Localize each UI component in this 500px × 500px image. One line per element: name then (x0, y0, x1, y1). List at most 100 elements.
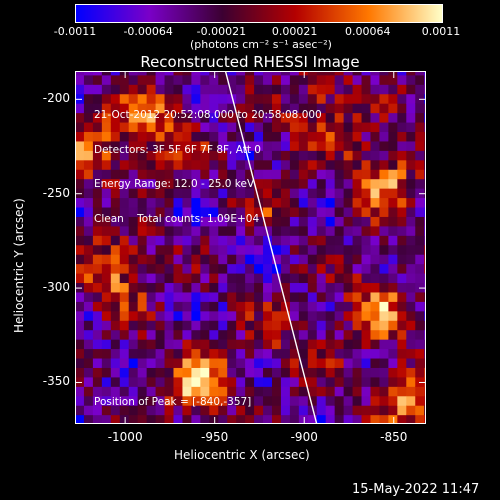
heatmap-cell (406, 414, 416, 424)
heatmap-cell (379, 84, 389, 95)
heatmap-cell (325, 188, 336, 199)
heatmap-cell (298, 301, 309, 312)
heatmap-cell (182, 235, 192, 246)
heatmap-cell (182, 339, 192, 350)
heatmap-cell (182, 178, 192, 189)
heatmap-cell (173, 272, 184, 284)
heatmap-cell (146, 150, 157, 161)
heatmap-cell (146, 357, 157, 368)
heatmap-cell (182, 71, 192, 76)
heatmap-cell (298, 121, 309, 133)
heatmap-cell (379, 339, 389, 350)
heatmap-cell (119, 272, 130, 284)
heatmap-cell (352, 244, 363, 255)
heatmap-cell (128, 140, 139, 151)
heatmap-cell (298, 395, 309, 406)
heatmap-cell (164, 71, 175, 76)
heatmap-cell (361, 386, 372, 397)
heatmap-cell (271, 178, 282, 189)
heatmap-cell (343, 197, 354, 208)
heatmap-cell (218, 131, 228, 142)
heatmap-cell (280, 131, 291, 142)
heatmap-cell (397, 386, 407, 397)
heatmap-cell (137, 310, 148, 321)
heatmap-cell (245, 178, 255, 189)
heatmap-cell (415, 291, 425, 302)
heatmap-cell (137, 225, 148, 236)
heatmap-cell (271, 339, 282, 350)
heatmap-cell (397, 339, 407, 350)
heatmap-cell (75, 84, 85, 95)
heatmap-cell (280, 121, 291, 133)
heatmap-cell (146, 121, 157, 133)
heatmap-cell (83, 74, 94, 85)
heatmap-cell (406, 150, 416, 161)
heatmap-cell (137, 71, 148, 76)
heatmap-cell (334, 71, 345, 76)
heatmap-cell (361, 74, 372, 85)
heatmap-cell (415, 244, 425, 255)
heatmap-cell (83, 225, 94, 236)
heatmap-cell (388, 103, 398, 114)
colorbar (75, 4, 443, 23)
heatmap-cell (254, 131, 264, 142)
heatmap-cell (200, 159, 210, 170)
heatmap-cell (110, 272, 121, 284)
heatmap-cell (110, 301, 121, 312)
heatmap-cell (173, 395, 184, 406)
heatmap-cell (343, 301, 354, 312)
heatmap-cell (307, 244, 318, 255)
heatmap-cell (334, 197, 345, 208)
heatmap-cell (325, 140, 336, 151)
heatmap-cell (128, 301, 139, 312)
heatmap-cell (236, 357, 246, 368)
heatmap-cell (388, 357, 398, 368)
heatmap-cell (128, 282, 139, 293)
heatmap-cell (289, 348, 300, 359)
heatmap-cell (92, 150, 103, 161)
heatmap-cell (110, 169, 121, 180)
heatmap-cell (415, 329, 425, 340)
heatmap-cell (352, 329, 363, 340)
heatmap-cell (352, 178, 363, 189)
heatmap-cell (370, 339, 381, 350)
heatmap-cell (263, 71, 273, 76)
heatmap-cell (254, 310, 264, 321)
heatmap-cell (254, 150, 264, 161)
heatmap-cell (128, 197, 139, 208)
heatmap-cell (370, 348, 381, 359)
heatmap-cell (191, 282, 201, 293)
heatmap-cell (245, 395, 255, 406)
heatmap-cell (316, 188, 327, 199)
heatmap-cell (137, 367, 148, 378)
heatmap-cell (245, 93, 255, 104)
heatmap-cell (155, 178, 166, 189)
heatmap-cell (75, 357, 85, 368)
heatmap-cell (334, 339, 345, 350)
heatmap-cell (92, 395, 103, 406)
heatmap-cell (379, 206, 389, 217)
heatmap-cell (298, 84, 309, 95)
heatmap-cell (254, 74, 264, 85)
heatmap-cell (352, 405, 363, 416)
heatmap-cell (173, 357, 184, 368)
heatmap-cell (289, 84, 300, 95)
heatmap-cell (209, 197, 219, 208)
heatmap-cell (75, 254, 85, 265)
heatmap-cell (271, 216, 282, 227)
heatmap-cell (325, 282, 336, 293)
heatmap-cell (263, 339, 273, 350)
heatmap-cell (137, 405, 148, 416)
heatmap-cell (361, 84, 372, 95)
heatmap-cell (119, 159, 130, 170)
heatmap-cell (146, 414, 157, 424)
heatmap-cell (236, 74, 246, 85)
heatmap-cell (379, 357, 389, 368)
heatmap-cell (406, 131, 416, 142)
heatmap-cell (388, 74, 398, 85)
heatmap-cell (415, 376, 425, 387)
heatmap-cell (406, 405, 416, 416)
heatmap-cell (119, 178, 130, 189)
heatmap-cell (325, 301, 336, 312)
heatmap-cell (209, 178, 219, 189)
